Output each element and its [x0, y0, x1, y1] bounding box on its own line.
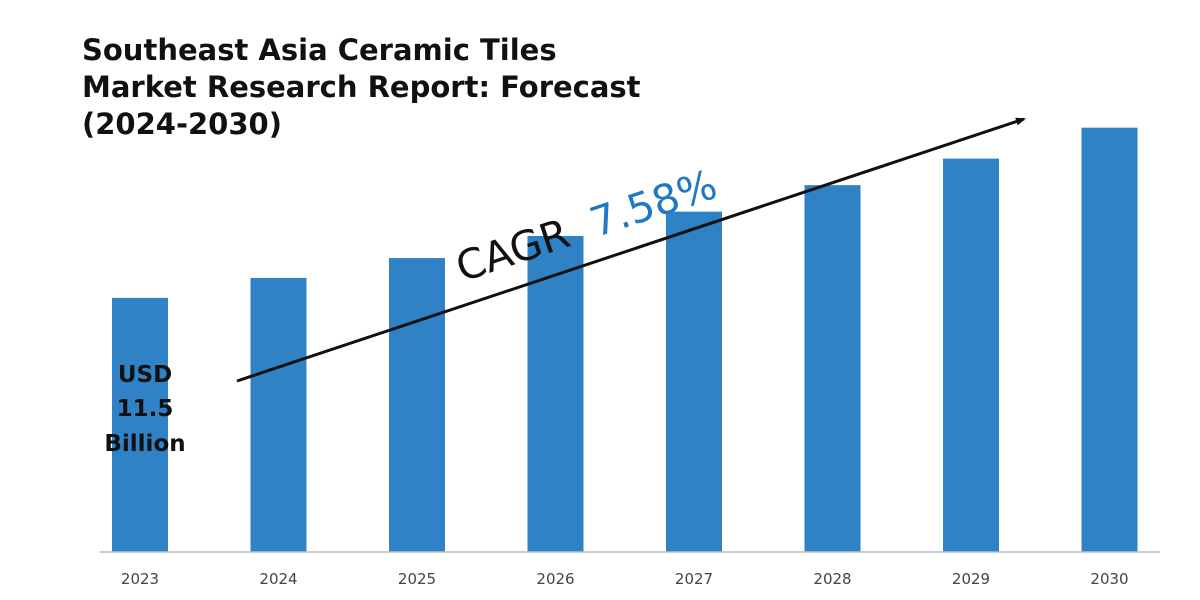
x-tick-2023: 2023	[121, 570, 159, 588]
bar-2027	[666, 211, 722, 552]
x-tick-2030: 2030	[1090, 570, 1128, 588]
value-callout-line3: Billion	[104, 431, 185, 457]
trend-arrow	[236, 117, 1026, 383]
bar-2023	[112, 297, 168, 552]
bar-2026	[527, 235, 584, 552]
value-callout-line2: 11.5	[117, 396, 174, 422]
bars-group	[112, 127, 1138, 553]
bar-2024	[250, 277, 307, 552]
x-tick-2024: 2024	[259, 570, 297, 588]
bar-2028	[804, 185, 861, 552]
x-tick-2029: 2029	[952, 570, 990, 588]
x-tick-2025: 2025	[398, 570, 436, 588]
value-callout-line1: USD	[118, 362, 172, 388]
x-tick-labels: 2023 2024 2025 2026 2027 2028 2029 2030	[121, 570, 1129, 588]
x-tick-2026: 2026	[536, 570, 574, 588]
x-tick-2028: 2028	[813, 570, 851, 588]
bar-2029	[943, 158, 999, 552]
bar-2030	[1081, 127, 1138, 553]
x-tick-2027: 2027	[675, 570, 713, 588]
chart-title: Southeast Asia Ceramic Tiles Market Rese…	[82, 33, 641, 141]
bar-2025	[389, 258, 445, 552]
